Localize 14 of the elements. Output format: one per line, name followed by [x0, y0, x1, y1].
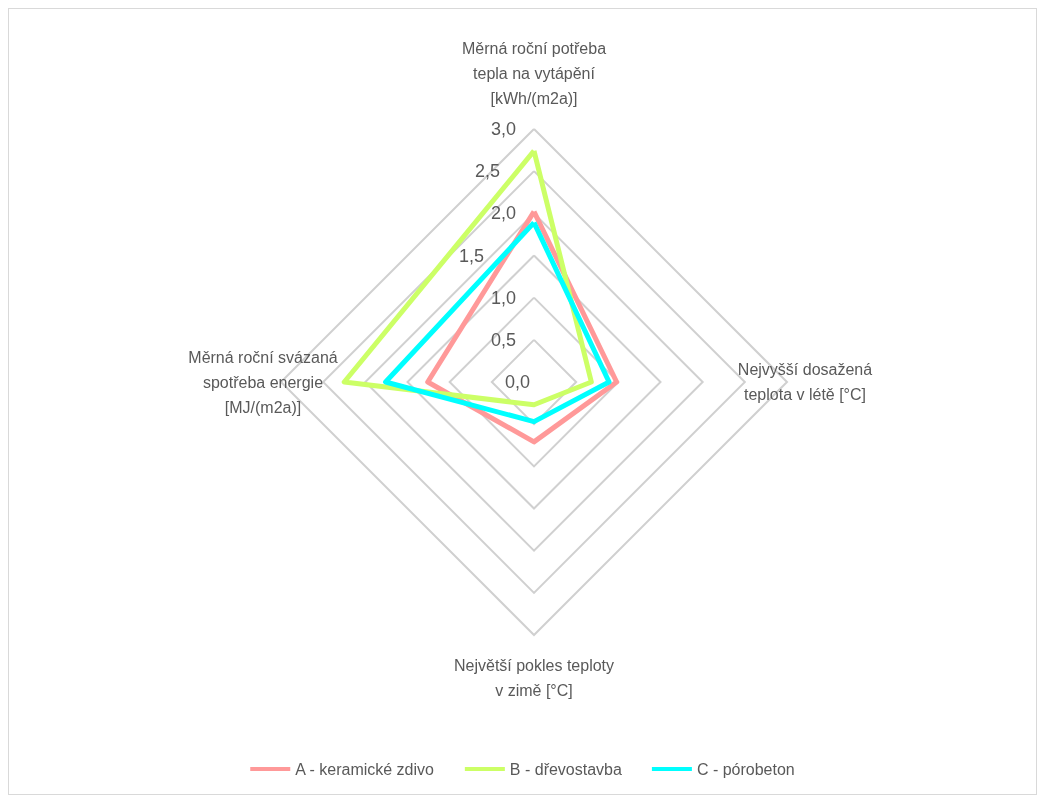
y-tick-label: 1,0 [490, 287, 516, 308]
legend-label: C - pórobeton [696, 760, 795, 778]
y-tick-label: 2,0 [490, 203, 516, 224]
y-tick-label: 3,0 [490, 119, 516, 139]
spoke-label: Největší pokles teploty v zimě [°C] [453, 657, 615, 699]
spoke-label: Měrná roční svázaná spotřeba energie [MJ/(m2a)] [188, 348, 338, 416]
y-tick-label: 1,5 [458, 245, 484, 266]
legend-label: B - dřevostavba [509, 760, 623, 778]
y-tick-label: 0,0 [504, 372, 530, 392]
spoke-label: Měrná roční potřeba tepla na vytápění [kWh/(m2a)] [461, 40, 607, 107]
y-tick-label: 0,5 [490, 329, 516, 350]
y-tick-label: 2,5 [474, 161, 500, 182]
spoke-label: Nejvyšší dosažená teplota v létě [°C] [737, 361, 873, 403]
legend-label: A - keramické zdivo [295, 760, 435, 778]
